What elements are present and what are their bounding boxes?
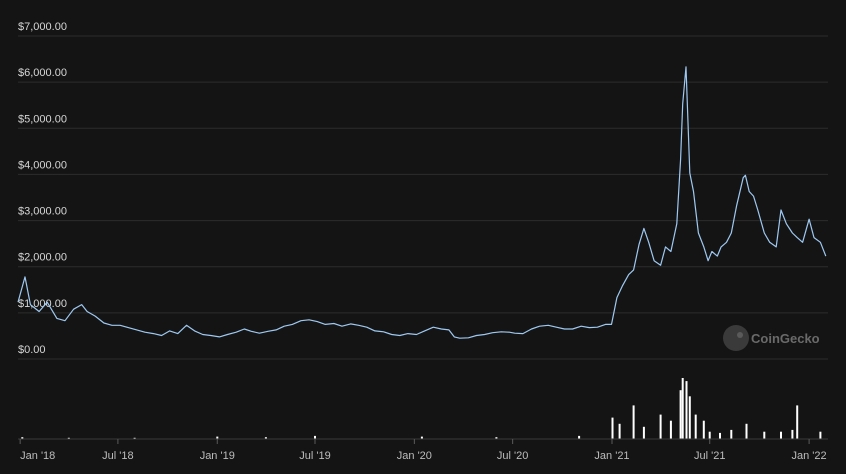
x-tick-label: Jan '18 [20, 450, 55, 462]
volume-bar [681, 378, 684, 439]
volume-bar [685, 381, 688, 439]
y-tick-label: $0.00 [18, 344, 46, 356]
volume-bars [21, 378, 822, 440]
x-tick-label: Jul '19 [299, 450, 330, 462]
x-tick-label: Jul '20 [497, 450, 528, 462]
x-tick-label: Jan '19 [200, 450, 235, 462]
volume-bar [642, 426, 645, 439]
volume-bar [632, 405, 635, 439]
y-tick-label: $5,000.00 [18, 113, 67, 125]
volume-bar [420, 436, 423, 439]
volume-bar [578, 435, 581, 439]
volume-bar [611, 417, 614, 439]
volume-bar [495, 437, 498, 439]
x-tick-label: Jan '20 [397, 450, 432, 462]
watermark-text: CoinGecko [751, 331, 820, 346]
volume-bar [314, 435, 316, 439]
volume-bar [659, 414, 662, 439]
coingecko-logo-icon [723, 325, 749, 351]
volume-bar [702, 420, 705, 439]
volume-bar [780, 431, 782, 439]
x-tick-label: Jul '18 [102, 450, 133, 462]
volume-bar [264, 437, 267, 439]
y-axis-labels: $0.00$1,000.00$2,000.00$3,000.00$4,000.0… [18, 21, 67, 356]
coingecko-logo-eye [737, 332, 743, 338]
volume-bar [688, 396, 691, 439]
volume-bar [67, 437, 70, 439]
volume-bar [708, 431, 711, 439]
y-tick-label: $7,000.00 [18, 21, 67, 33]
volume-bar [694, 414, 697, 439]
coingecko-watermark: CoinGecko [723, 325, 820, 351]
volume-bar [21, 437, 24, 439]
grid-lines [18, 35, 828, 360]
price-line [17, 66, 827, 339]
y-tick-label: $6,000.00 [18, 67, 67, 79]
volume-bar [819, 431, 822, 439]
y-tick-label: $2,000.00 [18, 252, 67, 264]
volume-bar [745, 423, 748, 440]
x-tick-label: Jul '21 [694, 450, 725, 462]
volume-bar [133, 437, 136, 439]
volume-bar [679, 390, 682, 439]
volume-bar [719, 432, 721, 439]
volume-bar [730, 429, 733, 440]
volume-bar [618, 423, 621, 440]
x-tick-label: Jan '21 [594, 450, 629, 462]
volume-bar [796, 405, 799, 439]
y-tick-label: $3,000.00 [18, 206, 67, 218]
x-axis-labels: Jan '18 Jul '18 Jan '19 Jul '19 Jan '20 Jul '… [19, 439, 827, 462]
volume-bar [216, 436, 219, 439]
y-tick-label: $4,000.00 [18, 159, 67, 171]
volume-bar [791, 429, 794, 440]
volume-bar [763, 431, 766, 439]
x-tick-label: Jan '22 [792, 450, 827, 462]
volume-bar [669, 420, 672, 439]
